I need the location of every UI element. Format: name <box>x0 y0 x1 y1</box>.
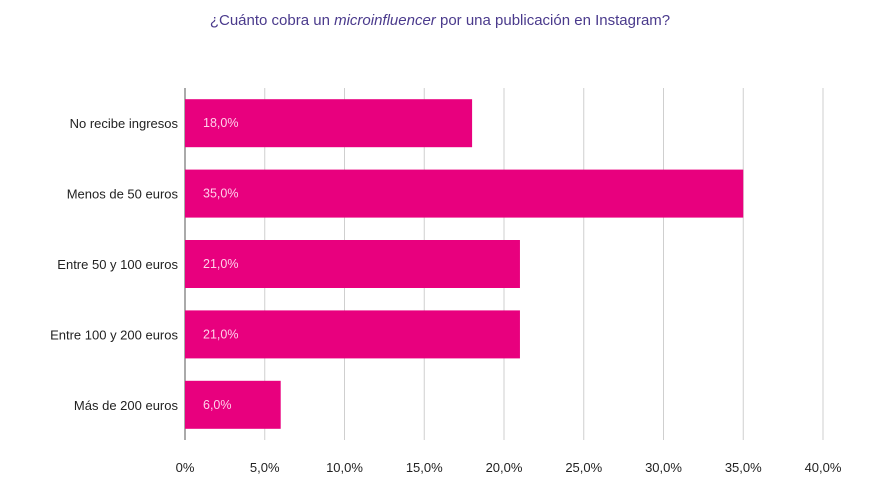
title-text-end: por una publicación en Instagram? <box>435 12 671 29</box>
data-label: 18,0% <box>203 116 238 130</box>
data-label: 6,0% <box>203 398 232 412</box>
x-tick-label: 20,0% <box>486 460 523 475</box>
x-tick-label: 25,0% <box>565 460 602 475</box>
x-tick-label: 15,0% <box>406 460 443 475</box>
x-tick-label: 35,0% <box>725 460 762 475</box>
bar <box>185 169 744 218</box>
chart-title: ¿Cuánto cobra un microinfluencer por una… <box>0 12 880 29</box>
data-label: 21,0% <box>203 257 238 271</box>
category-label: Entre 50 y 100 euros <box>57 257 178 272</box>
x-tick-label: 40,0% <box>805 460 842 475</box>
x-tick-label: 10,0% <box>326 460 363 475</box>
bar <box>185 310 520 359</box>
category-label: No recibe ingresos <box>70 116 179 131</box>
bar <box>185 380 281 429</box>
category-label: Entre 100 y 200 euros <box>50 327 178 342</box>
bar <box>185 99 473 148</box>
data-label: 35,0% <box>203 187 238 201</box>
title-text: ¿Cuánto cobra un <box>209 12 335 29</box>
x-tick-label: 5,0% <box>250 460 280 475</box>
bar <box>185 240 520 288</box>
x-tick-label: 0% <box>176 460 195 475</box>
category-label: Menos de 50 euros <box>67 187 179 202</box>
title-italic-text: microinfluencer <box>334 12 436 29</box>
data-label: 21,0% <box>203 327 238 341</box>
x-tick-label: 30,0% <box>645 460 682 475</box>
category-label: Más de 200 euros <box>74 398 179 413</box>
